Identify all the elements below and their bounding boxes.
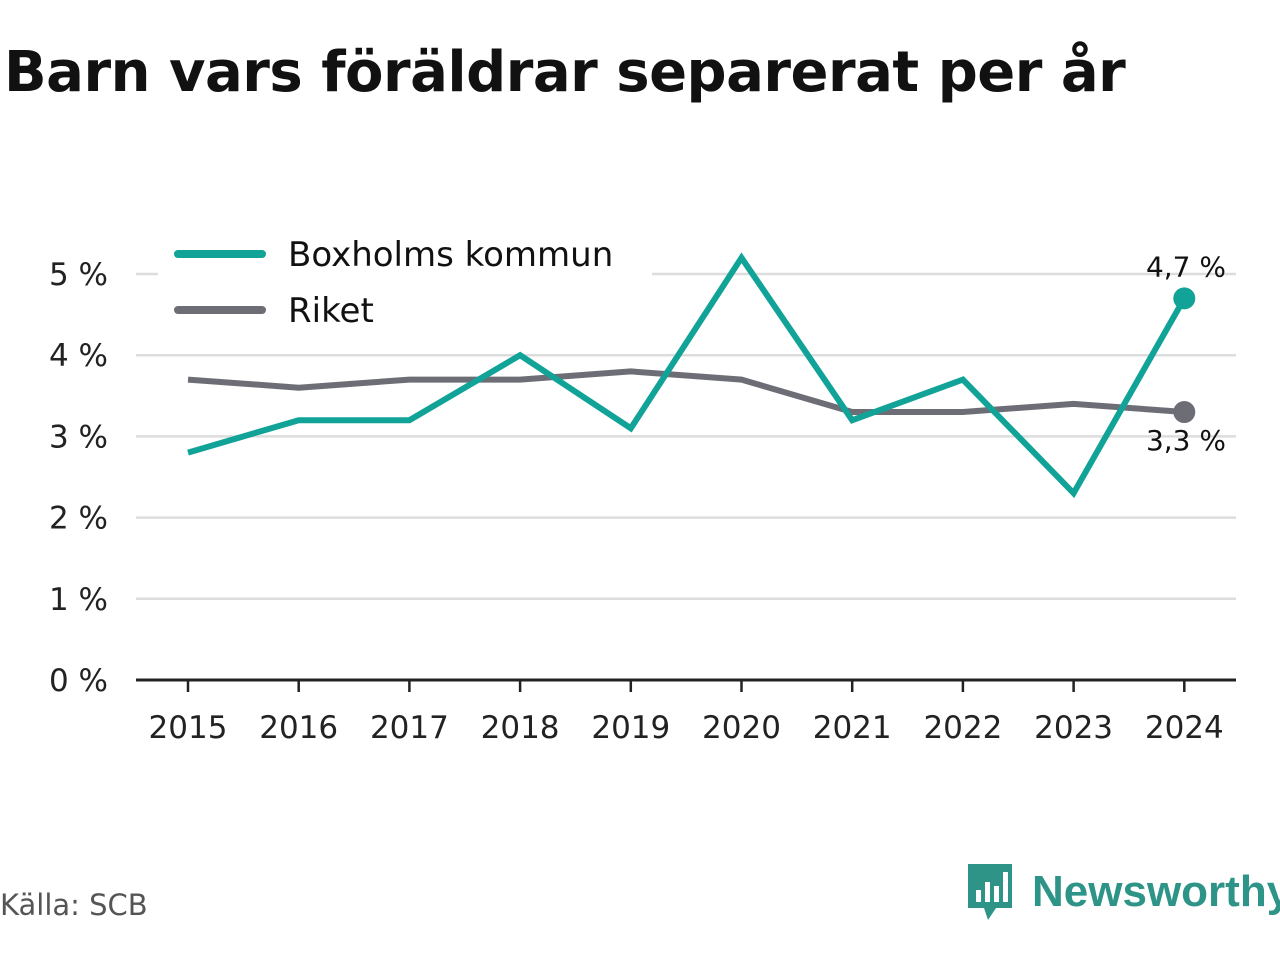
legend-label: Boxholms kommun bbox=[288, 235, 613, 275]
legend: Boxholms kommun Riket bbox=[158, 228, 652, 348]
x-tick-label: 2020 bbox=[702, 710, 781, 746]
line-chart: 0 %1 %2 %3 %4 %5 % 2015 2016 2017 2018 2019 2… bbox=[48, 228, 1236, 746]
x-tick-label: 2018 bbox=[481, 710, 560, 746]
x-tick-label: 2021 bbox=[813, 710, 892, 746]
gridlines bbox=[136, 272, 1236, 601]
x-tick-label: 2017 bbox=[370, 710, 449, 746]
legend-label: Riket bbox=[288, 291, 374, 331]
source-note: Källa: SCB bbox=[0, 888, 148, 922]
x-tick-label: 2015 bbox=[149, 710, 228, 746]
chart-title: Barn vars föräldrar separerat per år bbox=[4, 40, 1126, 105]
brand-logo: Newsworthy bbox=[964, 862, 1280, 922]
y-tick-label: 2 % bbox=[49, 501, 108, 537]
newsworthy-logo-icon bbox=[968, 864, 1012, 920]
x-tick-label: 2022 bbox=[923, 710, 1002, 746]
end-point-riket bbox=[1173, 401, 1196, 424]
series-lines bbox=[187, 252, 1196, 499]
series-line-boxholm bbox=[187, 252, 1187, 499]
end-label-boxholm: 4,7 % bbox=[1146, 250, 1226, 283]
y-tick-label: 3 % bbox=[49, 419, 108, 455]
y-tick-label: 0 % bbox=[49, 663, 108, 699]
y-tick-label: 5 % bbox=[49, 257, 108, 293]
x-tick-label: 2024 bbox=[1145, 710, 1224, 746]
x-axis: 2015 2016 2017 2018 2019 2020 2021 2022 2023 2024 bbox=[136, 678, 1236, 746]
x-tick-label: 2016 bbox=[259, 710, 338, 746]
series-line-riket bbox=[187, 368, 1185, 415]
y-tick-label: 1 % bbox=[49, 582, 108, 618]
legend-background bbox=[158, 228, 652, 348]
end-label-riket: 3,3 % bbox=[1146, 424, 1226, 457]
x-tick-label: 2019 bbox=[591, 710, 670, 746]
y-axis-tick-labels: 0 % 1 % 2 % 3 % 4 % 5 % bbox=[49, 257, 108, 699]
x-tick-label: 2023 bbox=[1034, 710, 1113, 746]
end-point-boxholm bbox=[1173, 287, 1196, 310]
y-tick-label: 4 % bbox=[49, 338, 108, 374]
brand-name: Newsworthy bbox=[1032, 867, 1280, 916]
end-value-labels: 4,7 % 3,3 % bbox=[1146, 250, 1226, 457]
